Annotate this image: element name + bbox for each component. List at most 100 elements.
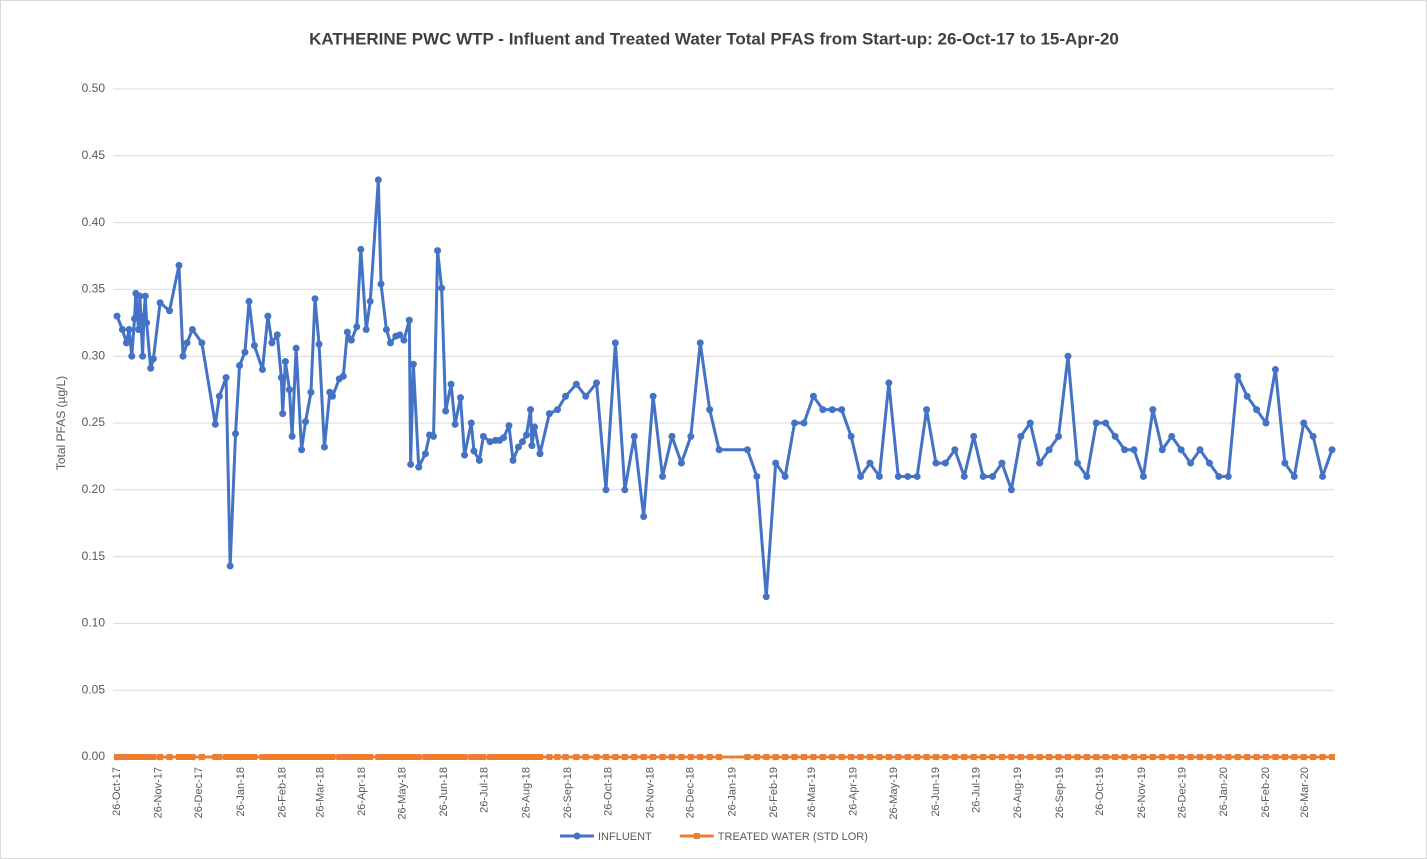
- x-tick-label: 26-Dec-17: [193, 767, 205, 818]
- point-marker: [386, 339, 394, 347]
- point-marker: [650, 754, 657, 760]
- point-marker: [998, 754, 1005, 760]
- point-marker: [782, 754, 789, 760]
- point-marker: [791, 754, 798, 760]
- point-marker: [582, 754, 589, 760]
- point-marker: [277, 374, 285, 382]
- point-marker: [119, 754, 126, 760]
- y-tick-label: 0.40: [82, 215, 106, 229]
- point-marker: [743, 446, 751, 454]
- point-marker: [289, 754, 296, 760]
- point-marker: [857, 754, 864, 760]
- point-marker: [166, 754, 173, 760]
- point-marker: [838, 406, 846, 414]
- point-marker: [519, 754, 526, 760]
- point-marker: [430, 432, 438, 440]
- point-marker: [593, 754, 600, 760]
- point-marker: [251, 754, 258, 760]
- point-marker: [1225, 754, 1232, 760]
- point-marker: [932, 459, 940, 467]
- point-marker: [113, 312, 121, 320]
- x-tick-label: 26-May-18: [396, 767, 408, 820]
- point-marker: [523, 754, 530, 760]
- point-marker: [216, 754, 223, 760]
- point-marker: [422, 754, 429, 760]
- point-marker: [612, 754, 619, 760]
- x-tick-label: 26-Dec-18: [685, 767, 697, 818]
- point-marker: [279, 410, 287, 418]
- point-marker: [1253, 406, 1261, 414]
- point-marker: [810, 754, 817, 760]
- point-marker: [1234, 754, 1241, 760]
- point-marker: [456, 394, 464, 402]
- x-tick-label: 26-Jan-19: [726, 767, 738, 817]
- legend-label: TREATED WATER (STD LOR): [718, 831, 868, 843]
- point-marker: [343, 328, 351, 336]
- point-marker: [415, 754, 422, 760]
- point-marker: [522, 431, 530, 439]
- x-tick-label: 26-Mar-19: [806, 767, 818, 818]
- point-marker: [528, 442, 536, 450]
- point-marker: [479, 432, 487, 440]
- point-marker: [1027, 754, 1034, 760]
- x-tick-label: 26-Aug-19: [1012, 767, 1024, 818]
- point-marker: [470, 447, 478, 455]
- point-marker: [1262, 754, 1269, 760]
- x-tick-label: 26-Feb-18: [277, 767, 289, 818]
- point-marker: [800, 419, 808, 427]
- point-marker: [141, 292, 149, 300]
- point-marker: [640, 754, 647, 760]
- point-marker: [348, 754, 355, 760]
- point-marker: [357, 245, 365, 253]
- point-marker: [545, 410, 553, 418]
- point-marker: [140, 312, 148, 320]
- point-marker: [1121, 446, 1129, 454]
- point-marker: [1244, 754, 1251, 760]
- point-marker: [970, 432, 978, 440]
- point-marker: [410, 754, 417, 760]
- point-marker: [282, 754, 289, 760]
- point-marker: [500, 434, 508, 442]
- point-marker: [188, 325, 196, 333]
- point-marker: [1102, 419, 1110, 427]
- point-marker: [809, 392, 817, 400]
- point-marker: [245, 297, 253, 305]
- y-tick-label: 0.30: [82, 348, 106, 362]
- point-marker: [114, 754, 120, 760]
- point-marker: [353, 754, 360, 760]
- point-marker: [1196, 446, 1204, 454]
- point-marker: [515, 754, 522, 760]
- point-marker: [531, 754, 538, 760]
- point-marker: [970, 754, 977, 760]
- point-marker: [573, 754, 580, 760]
- point-marker: [258, 366, 266, 374]
- point-marker: [288, 432, 296, 440]
- point-marker: [640, 513, 648, 521]
- point-marker: [347, 336, 355, 344]
- x-tick-label: 26-Jan-20: [1218, 767, 1230, 817]
- point-marker: [476, 754, 483, 760]
- point-marker: [183, 339, 191, 347]
- point-marker: [1262, 419, 1270, 427]
- point-marker: [904, 754, 911, 760]
- point-marker: [1008, 754, 1015, 760]
- point-marker: [268, 754, 275, 760]
- point-marker: [1271, 366, 1279, 374]
- point-marker: [362, 325, 370, 333]
- point-marker: [223, 754, 230, 760]
- point-marker: [1036, 754, 1043, 760]
- point-marker: [122, 339, 130, 347]
- point-marker: [298, 754, 305, 760]
- point-marker: [1319, 472, 1327, 480]
- point-marker: [1149, 754, 1156, 760]
- point-marker: [781, 472, 789, 480]
- point-marker: [125, 325, 133, 333]
- point-marker: [1064, 352, 1072, 360]
- point-marker: [1036, 459, 1044, 467]
- x-tick-label: 26-Jun-18: [438, 767, 450, 817]
- x-tick-label: 26-Oct-19: [1094, 767, 1106, 816]
- point-marker: [706, 406, 714, 414]
- point-marker: [451, 420, 459, 428]
- point-marker: [180, 754, 187, 760]
- point-marker: [998, 459, 1006, 467]
